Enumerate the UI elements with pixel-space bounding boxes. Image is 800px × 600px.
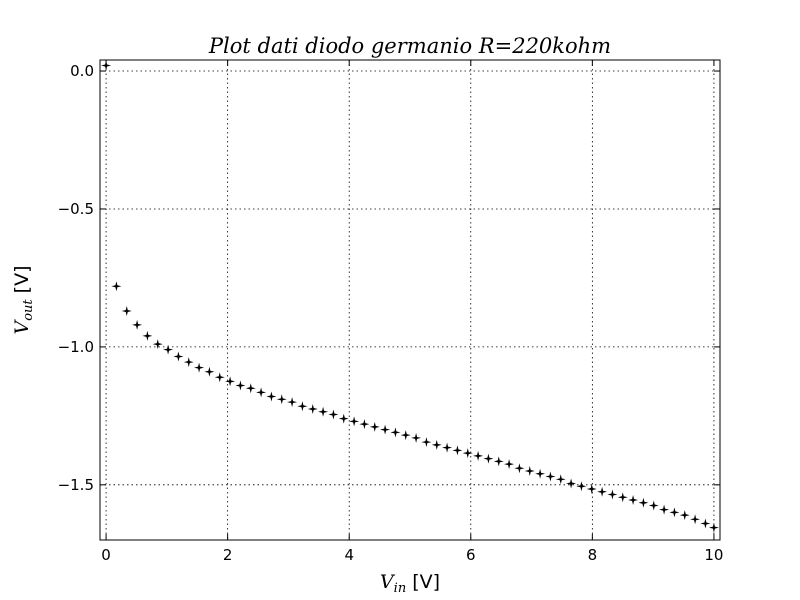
data-point (142, 330, 153, 341)
x-tick-label: 2 (223, 546, 233, 564)
data-point (462, 448, 473, 459)
y-tick-label: 0.0 (70, 62, 94, 80)
data-point (152, 339, 163, 350)
plot-frame (99, 59, 721, 541)
data-point (431, 439, 442, 450)
x-tick-label: 4 (344, 546, 354, 564)
data-point (204, 366, 215, 377)
grid (100, 60, 720, 540)
data-point (359, 419, 370, 430)
data-point (390, 427, 401, 438)
data-point (617, 492, 628, 503)
data-point (586, 483, 597, 494)
x-tick-label: 10 (704, 546, 723, 564)
data-point (256, 387, 267, 398)
data-point (307, 403, 318, 414)
data-point (266, 391, 277, 402)
data-point (700, 518, 711, 529)
data-point (504, 459, 515, 470)
data-point (411, 432, 422, 443)
data-point (690, 514, 701, 525)
data-point (338, 413, 349, 424)
x-tick-label: 6 (466, 546, 476, 564)
data-point (597, 486, 608, 497)
data-point (214, 372, 225, 383)
data-point (535, 468, 546, 479)
y-tick-label: −0.5 (58, 200, 94, 218)
data-point (235, 380, 246, 391)
x-tick-label: 8 (588, 546, 598, 564)
data-point (380, 424, 391, 435)
data-point (132, 319, 143, 330)
data-point (349, 416, 360, 427)
data-point (648, 500, 659, 511)
data-point (659, 504, 670, 515)
data-point (452, 445, 463, 456)
y-tick-label: −1.5 (58, 476, 94, 494)
tick-labels: 0 2 4 6 8 10 0.0 −0.5 −1.0 −1.5 (58, 62, 724, 564)
data-point (121, 306, 132, 317)
data-point (276, 394, 287, 405)
data-point (421, 437, 432, 448)
data-point (483, 453, 494, 464)
data-point (287, 397, 298, 408)
data-point (555, 474, 566, 485)
data-point (524, 466, 535, 477)
data-point (225, 376, 236, 387)
data-point (708, 522, 719, 533)
data-point (628, 495, 639, 505)
data-point (318, 406, 329, 417)
data-point (493, 456, 504, 467)
chart-title: Plot dati diodo germanio R=220kohm (208, 34, 611, 58)
data-point (679, 510, 690, 521)
data-point (111, 281, 122, 292)
data-point (607, 489, 618, 500)
data-point (400, 430, 411, 441)
data-point (173, 351, 184, 362)
data-point (245, 383, 256, 394)
x-tick-label: 0 (101, 546, 111, 564)
data-point (297, 401, 308, 412)
data-point (163, 344, 174, 355)
y-axis-label: Vout [V] (11, 265, 36, 334)
data-point (638, 497, 649, 508)
data-point (669, 507, 680, 518)
data-points (101, 60, 719, 533)
data-point (328, 409, 339, 420)
data-point (194, 362, 205, 373)
data-point (566, 478, 577, 489)
data-point (576, 481, 587, 492)
y-tick-label: −1.0 (58, 338, 94, 356)
data-point (369, 421, 380, 432)
data-point (545, 471, 556, 482)
x-axis-label: Vin [V] (380, 571, 440, 596)
axis-ticks (100, 60, 720, 540)
data-point (442, 442, 453, 453)
data-point (473, 450, 484, 461)
data-point (183, 357, 194, 368)
data-point (514, 463, 525, 474)
